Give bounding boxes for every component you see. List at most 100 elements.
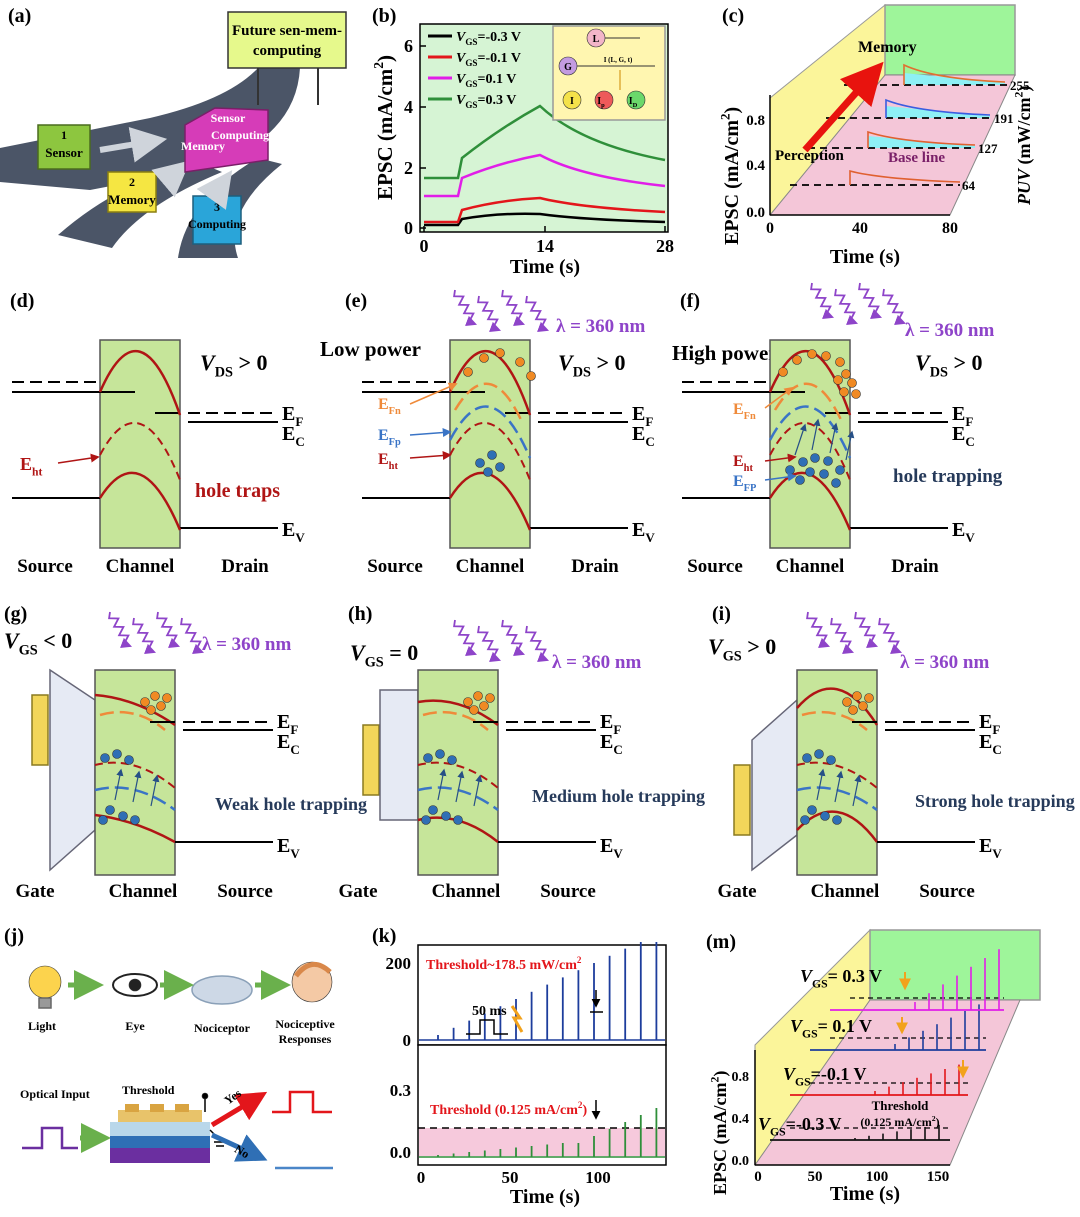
label: (i): [712, 603, 731, 625]
bulb: [28, 965, 62, 999]
label: λ = 360 nm: [900, 652, 989, 673]
label: I (L, G, t): [604, 56, 633, 64]
electron: [526, 371, 536, 381]
text-part: F: [992, 722, 1000, 737]
layer: [118, 1110, 202, 1122]
electron: [864, 693, 874, 703]
y-tick-label: 0.0: [390, 1143, 411, 1162]
trap-level: [94, 761, 176, 789]
text-part: V: [350, 640, 367, 665]
label: Source: [367, 556, 423, 577]
text-part: ht: [32, 465, 43, 478]
memory-fill: [886, 106, 990, 118]
label: hole trapping: [893, 466, 1003, 487]
photon: [477, 295, 502, 333]
curve: [424, 104, 666, 180]
text-part: FP: [744, 483, 757, 494]
hole: [798, 457, 808, 467]
label: Channel: [811, 881, 880, 902]
text-part: V: [290, 846, 300, 861]
layer: [110, 1136, 210, 1148]
text-part: > 0: [948, 350, 983, 375]
y-tick-label: 0.4: [746, 158, 765, 174]
text-part: E: [20, 454, 32, 474]
electron: [469, 705, 479, 715]
y-tick-label: 0.4: [732, 1112, 750, 1127]
text-part: (0.125 mA/cm: [860, 1115, 931, 1129]
legend-label: VGS= 0.1 V: [790, 1016, 872, 1040]
text-part: E: [733, 401, 744, 418]
label: Channel: [109, 881, 178, 902]
text-part: =-0.3 V: [477, 30, 521, 45]
trap-arrow: [455, 770, 465, 803]
arrow: [409, 382, 458, 405]
label: (h): [348, 603, 372, 625]
label: Source: [217, 881, 273, 902]
text-part: < 0: [38, 628, 73, 653]
photon: [882, 288, 907, 326]
electrode: [150, 1104, 164, 1112]
text-part: ): [721, 107, 743, 114]
electron: [852, 691, 862, 701]
electron: [140, 697, 150, 707]
text-part: E: [277, 711, 290, 733]
label: Ip: [597, 96, 605, 109]
terminal: [201, 1092, 209, 1100]
label: Drain: [571, 556, 619, 577]
text-part: C: [290, 742, 299, 757]
arrow: [764, 472, 797, 482]
text-part: ht: [389, 461, 399, 472]
label: Channel: [432, 881, 501, 902]
hole: [795, 475, 805, 485]
curve: [424, 196, 666, 224]
text-part: I: [597, 96, 601, 107]
text-part: C: [645, 434, 654, 449]
text-part: P: [1014, 193, 1034, 206]
electron: [858, 701, 868, 711]
label: EV: [632, 519, 655, 545]
text-part: DS: [215, 365, 233, 381]
text-part: V: [965, 530, 975, 545]
electron: [479, 353, 489, 363]
label: EC: [282, 423, 305, 449]
layer: [110, 1148, 210, 1163]
label: Source: [919, 881, 975, 902]
text-part: V: [992, 846, 1002, 861]
y-tick-label: 2: [404, 158, 413, 178]
text-part: E: [277, 835, 290, 857]
text-part: E: [600, 711, 613, 733]
photon: [453, 289, 478, 327]
text-part: E: [952, 423, 965, 445]
hole: [785, 465, 795, 475]
label: EF: [979, 711, 1000, 737]
threshold-band: [419, 1128, 665, 1156]
electron: [463, 697, 473, 707]
electron: [847, 378, 857, 388]
label: I: [570, 96, 574, 107]
hole: [428, 805, 438, 815]
pupil: [128, 978, 142, 992]
label: EF: [632, 403, 653, 429]
conduction-band: [448, 349, 532, 416]
label: Computing: [211, 128, 269, 142]
x-tick-label: 50: [808, 1169, 823, 1185]
label: High power: [672, 341, 778, 365]
x-tick-label: 100: [866, 1169, 889, 1185]
text-part: E: [600, 835, 613, 857]
text-part: V: [915, 350, 932, 375]
label: ID: [629, 96, 638, 109]
text-part: V: [613, 846, 623, 861]
no-arrow: [210, 1132, 268, 1162]
curve: [424, 212, 666, 227]
hole: [130, 815, 140, 825]
legend-label: VGS=-0.3 V: [758, 1114, 842, 1138]
label: (a): [8, 5, 31, 27]
label: Threshold (0.125 mA/cm2): [430, 1100, 587, 1118]
x-tick-label: 100: [585, 1168, 611, 1187]
label: VDS > 0: [558, 350, 626, 381]
dot: [594, 90, 614, 110]
label: Nociceptive: [275, 1017, 335, 1031]
text-part: E: [600, 731, 613, 753]
x-tick-label: 40: [852, 220, 868, 237]
quasi-fermi-n: [99, 710, 166, 731]
